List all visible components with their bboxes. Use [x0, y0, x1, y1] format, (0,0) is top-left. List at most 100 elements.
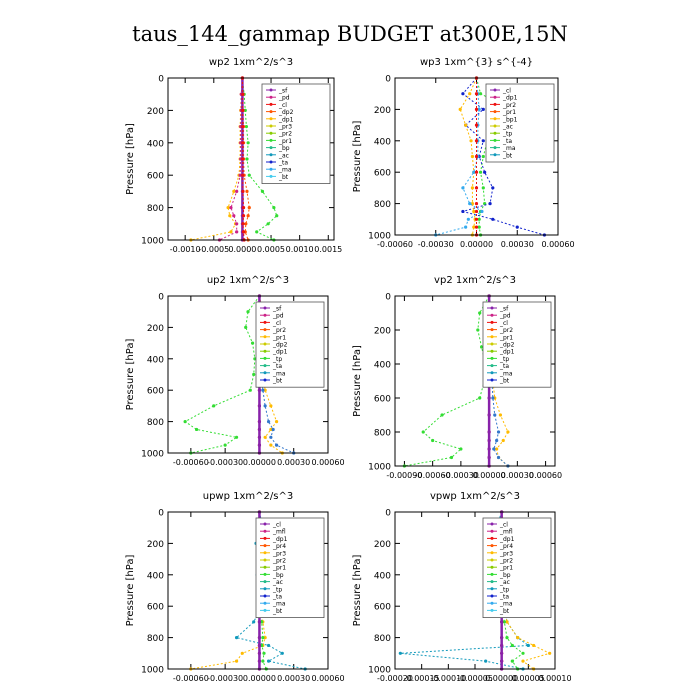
legend-entry: _bt: [278, 174, 289, 181]
y-tick-label: 600: [147, 172, 164, 182]
series-point: [498, 413, 503, 417]
series-point: [244, 325, 248, 329]
legend-box: [485, 83, 555, 163]
series-point: [481, 154, 485, 159]
legend-entry: _dp2: [499, 342, 515, 349]
legend-marker: [490, 544, 494, 548]
y-axis-label: Pressure [hPa]: [352, 121, 363, 193]
legend-entry: _pd: [278, 95, 290, 102]
legend-marker: [493, 131, 497, 135]
legend-marker: [263, 565, 267, 569]
legend-entry: _pr3: [272, 550, 286, 557]
legend-marker: [263, 328, 267, 332]
x-tick-label: 0.00030: [277, 674, 310, 683]
y-tick-label: 600: [147, 387, 164, 397]
legend-entry: _cl: [502, 88, 511, 95]
series-point: [269, 404, 273, 408]
legend-marker: [490, 580, 494, 584]
legend-marker: [263, 342, 267, 346]
series-point: [501, 438, 505, 443]
series-point: [487, 413, 491, 417]
legend-entry: _pr2: [272, 558, 286, 565]
x-tick-label: -0.00010: [430, 674, 466, 683]
legend-marker: [490, 522, 494, 526]
legend-marker: [269, 95, 273, 99]
x-tick-label: -0.00030: [443, 471, 479, 480]
series-point: [472, 225, 476, 229]
series-point: [495, 438, 499, 443]
x-tick-label: 0.00000: [243, 674, 276, 683]
x-tick-label: 0.00060: [311, 458, 344, 467]
y-tick-label: 800: [147, 634, 164, 644]
series-point: [238, 173, 242, 177]
x-tick-label: -0.0010: [170, 245, 201, 254]
legend-marker: [263, 378, 267, 382]
series-point: [515, 225, 519, 229]
legend-entry: _ma: [278, 167, 292, 174]
series-point: [257, 643, 262, 648]
x-tick-label: 0.00000: [473, 471, 506, 480]
series-point: [502, 620, 506, 624]
series-point: [257, 435, 262, 439]
series-point: [234, 636, 239, 640]
legend-entry: _pr4: [272, 543, 286, 550]
legend-entry: _bt: [499, 378, 510, 385]
legend: _cl_dp1_pr2_pr1_bp1_ac_tp_ta_ma_bt: [485, 83, 555, 163]
series-point: [476, 328, 480, 332]
x-tick-label: 0.00010: [538, 674, 571, 683]
series-point: [269, 435, 273, 439]
legend-marker: [263, 594, 267, 598]
x-tick-label: 0.00060: [529, 471, 562, 480]
x-tick-label: 0.00060: [311, 674, 344, 683]
y-tick-label: 0: [158, 509, 164, 519]
legend-entry: _sf: [499, 306, 509, 313]
x-tick-label: 0.00030: [501, 471, 534, 480]
series-point: [255, 230, 259, 234]
series-point: [468, 202, 472, 206]
series-point: [487, 455, 491, 460]
series-point: [274, 443, 279, 447]
legend-marker: [263, 551, 267, 555]
legend-marker: [493, 153, 497, 157]
y-tick-label: 1000: [141, 666, 164, 676]
legend-marker: [490, 320, 494, 324]
series-point: [257, 651, 262, 655]
series-point: [229, 206, 233, 210]
x-tick-label: 0.00060: [541, 240, 574, 249]
series-point: [548, 651, 552, 655]
series-point: [474, 202, 479, 206]
y-axis-label: Pressure [hPa]: [125, 555, 136, 627]
series-point: [458, 107, 462, 111]
plot-frame: [394, 511, 556, 670]
series-point: [516, 636, 520, 640]
series-point: [269, 427, 273, 432]
legend-entry: _pr1: [502, 109, 516, 116]
y-tick-label: 600: [374, 603, 391, 613]
series-point: [491, 186, 495, 190]
series-point: [245, 157, 249, 161]
x-tick-label: -0.00060: [173, 674, 209, 683]
legend-entry: _ta: [272, 363, 282, 370]
series-point: [229, 230, 233, 234]
series-line: [190, 511, 266, 670]
y-tick-label: 600: [147, 603, 164, 613]
legend-marker: [269, 153, 273, 157]
legend-marker: [493, 117, 497, 121]
series-point: [266, 659, 271, 663]
legend-entry: _pd: [499, 313, 511, 320]
series-point: [481, 186, 485, 190]
legend-entry: _pr2: [499, 327, 513, 334]
series-point: [474, 217, 479, 221]
y-tick-label: 200: [147, 540, 164, 550]
series-point: [483, 202, 487, 206]
x-tick-label: -0.00060: [377, 240, 413, 249]
legend-entry: _pr3: [499, 550, 513, 557]
series-point: [246, 141, 250, 145]
series-point: [466, 217, 470, 221]
y-tick-label: 200: [374, 106, 391, 116]
legend-marker: [263, 587, 267, 591]
series-point: [260, 620, 264, 624]
y-tick-label: 600: [374, 169, 391, 179]
legend-entry: _bp: [278, 145, 290, 152]
series-point: [472, 170, 476, 174]
